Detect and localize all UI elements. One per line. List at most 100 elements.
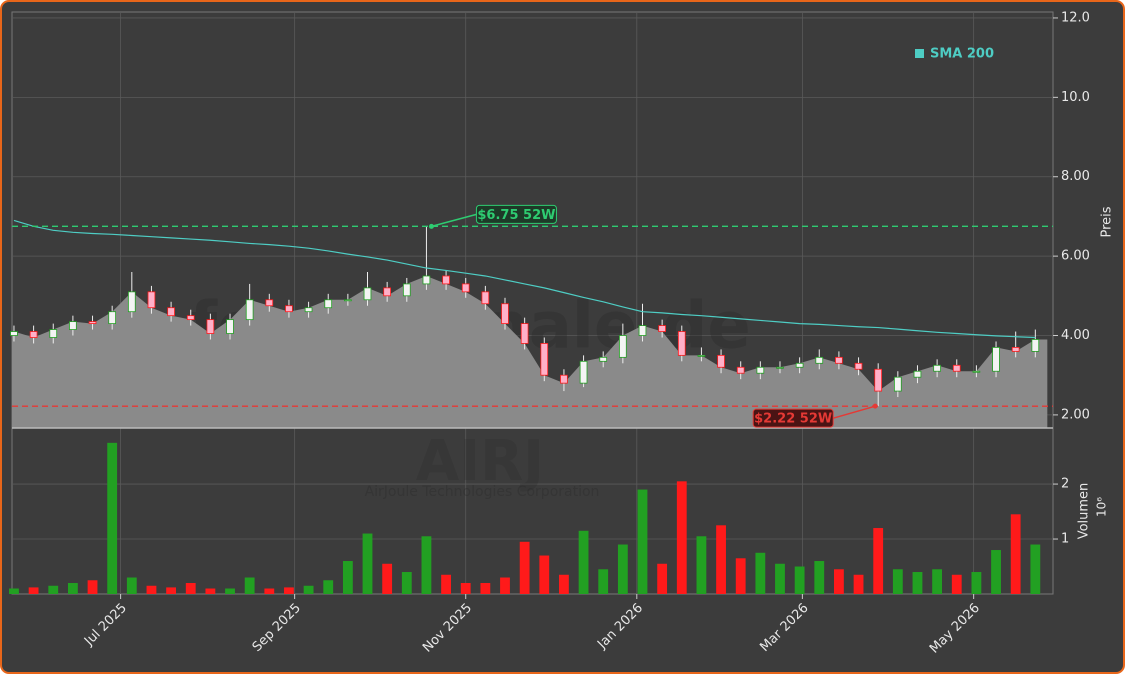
candle-body: [1011, 347, 1020, 352]
volume-axis-label: Volumen: [1077, 483, 1092, 540]
volume-bar: [48, 585, 59, 594]
candle-body: [1031, 339, 1040, 352]
arrow-head: [872, 403, 878, 409]
volume-bar: [716, 525, 726, 594]
volume-bar: [244, 577, 255, 594]
candle-body: [344, 299, 352, 302]
y-tick-label: 10.0: [1061, 90, 1090, 105]
candle-body: [49, 329, 58, 338]
volume-bar: [617, 544, 628, 594]
y-tick-label: 4.00: [1061, 328, 1090, 343]
volume-bar: [460, 583, 471, 594]
volume-bar: [67, 583, 78, 594]
volume-bar: [657, 563, 668, 594]
candle-body: [697, 354, 706, 357]
volume-bar: [284, 587, 294, 594]
candle-body: [226, 319, 234, 334]
candle-body: [285, 305, 293, 313]
volume-bar: [382, 563, 393, 594]
volume-bar: [146, 585, 157, 594]
volume-bar: [598, 569, 609, 594]
annotation-box: [475, 204, 557, 224]
watermark-company: AirJoule Technologies Corporation: [365, 484, 600, 500]
y-tick-label: 2.00: [1061, 407, 1090, 422]
y-tick-label: 12.0: [1061, 10, 1090, 25]
volume-bar: [559, 574, 569, 594]
volume-bar: [873, 528, 884, 594]
candle-body: [481, 291, 490, 305]
legend-label: SMA 200: [930, 47, 994, 62]
candle-body: [560, 374, 568, 384]
candle-body: [363, 287, 372, 301]
volume-bar: [87, 580, 98, 594]
volume-bar: [1030, 544, 1041, 594]
volume-bar: [637, 489, 648, 594]
plot-area: [11, 11, 1054, 595]
candle-body: [795, 362, 804, 368]
candle-body: [677, 331, 686, 356]
volume-bar: [9, 588, 19, 594]
candle-body: [383, 287, 391, 297]
volume-bar: [264, 588, 275, 594]
volume-bar: [932, 569, 943, 594]
volume-bar: [951, 574, 962, 594]
volume-bar: [539, 555, 550, 594]
volume-bar: [205, 588, 216, 594]
y-tick-label: 8.00: [1061, 169, 1090, 184]
candle-body: [599, 356, 608, 362]
volume-bar: [775, 563, 785, 594]
candle-body: [658, 325, 666, 332]
candle-body: [854, 362, 863, 370]
volume-bar: [362, 533, 373, 594]
volume-bar: [853, 574, 864, 594]
candle-body: [147, 291, 156, 309]
volume-bar: [991, 550, 1001, 594]
arrow: [431, 213, 477, 228]
volume-bar: [755, 552, 766, 594]
candle-body: [520, 323, 529, 344]
volume-unit-label: 10⁶: [1095, 497, 1109, 517]
candle-body: [874, 368, 883, 392]
candle-body: [540, 343, 549, 376]
candle-body: [501, 303, 509, 325]
volume-bar: [892, 569, 903, 594]
volume-bar: [421, 536, 432, 594]
candle-body: [442, 275, 450, 285]
annotation-label: $2.22 52W: [754, 412, 832, 427]
y2-tick-label: 2: [1061, 477, 1069, 492]
candle-body: [265, 299, 274, 307]
candle-body: [619, 335, 627, 358]
candle-body: [579, 360, 588, 384]
volume-bar: [519, 541, 530, 594]
volume-bar: [696, 536, 707, 594]
volume-bar: [794, 566, 805, 594]
candle-body: [10, 331, 18, 336]
candle-body: [108, 311, 117, 325]
volume-bar: [225, 588, 235, 594]
volume-bar: [578, 530, 589, 594]
candle-body: [167, 307, 175, 317]
candle-body: [756, 366, 765, 374]
candle-body: [304, 307, 313, 313]
arrow-head: [428, 223, 434, 229]
volume-bar: [401, 572, 412, 594]
candle-body: [893, 376, 902, 392]
annotation-box: [752, 408, 834, 428]
candle-body: [206, 319, 215, 334]
candle-body: [776, 366, 784, 369]
candle-body: [186, 315, 195, 321]
candle-body: [127, 291, 136, 313]
candle-body: [815, 356, 824, 364]
legend-swatch: [915, 49, 924, 58]
volume-bar: [971, 572, 982, 594]
candle-body: [422, 275, 431, 285]
volume-bar: [480, 583, 491, 594]
candle-body: [972, 370, 981, 373]
volume-bar: [342, 561, 353, 594]
volume-bar: [833, 569, 844, 594]
arrow: [832, 405, 876, 419]
volume-bar: [126, 577, 137, 594]
volume-bar: [323, 580, 334, 594]
volume-bar: [166, 587, 177, 594]
